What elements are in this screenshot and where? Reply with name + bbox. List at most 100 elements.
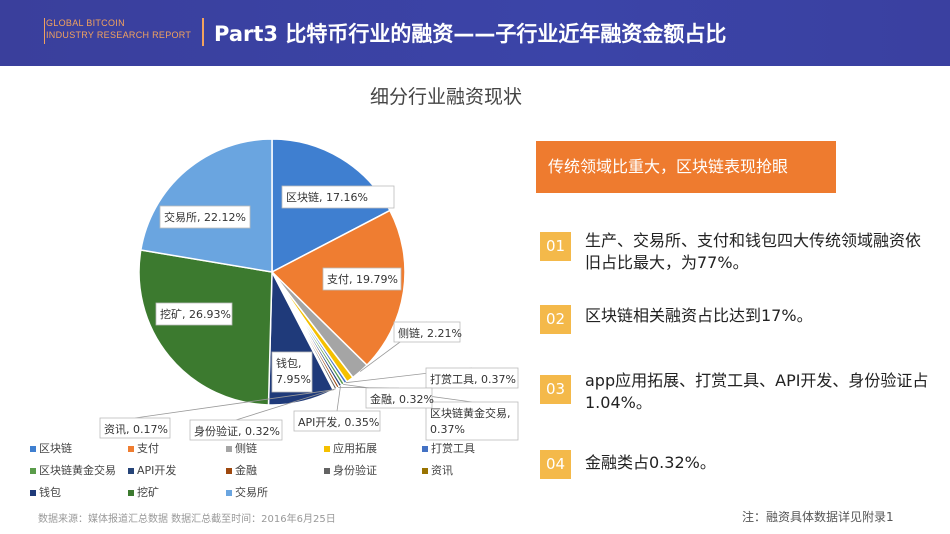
pie-leader-8 xyxy=(235,388,336,421)
legend-item-8: 身份验证 xyxy=(324,462,377,478)
pie-label-text-1: 支付, 19.79% xyxy=(327,273,398,286)
legend-swatch-0 xyxy=(30,446,36,452)
legend-swatch-1 xyxy=(128,446,134,452)
pie-label-box-9 xyxy=(99,417,171,439)
legend-swatch-10 xyxy=(30,490,36,496)
pie-label-7: 金融, 0.32% xyxy=(338,387,434,409)
legend-item-3: 应用拓展 xyxy=(324,440,377,456)
pie-label-text-5: 0.37% xyxy=(430,423,465,436)
legend-item-4: 打赏工具 xyxy=(422,440,475,456)
pie-label-text-11: 挖矿, 26.93% xyxy=(160,307,231,321)
pie-label-11: 挖矿, 26.93% xyxy=(155,302,233,326)
pie-label-text-9: 资讯, 0.17% xyxy=(104,423,168,436)
pie-label-box-10 xyxy=(271,351,313,393)
legend-swatch-9 xyxy=(422,468,428,474)
pie-label-box-8 xyxy=(189,419,283,441)
pie-label-box-6 xyxy=(293,410,381,432)
pie-label-box-7 xyxy=(365,387,433,409)
legend-swatch-11 xyxy=(128,490,134,496)
legend-item-5: 区块链黄金交易 xyxy=(30,462,116,478)
legend-swatch-6 xyxy=(128,468,134,474)
pie-label-box-2 xyxy=(393,321,461,343)
data-source: 数据来源：媒体报道汇总数据 数据汇总截至时间：2016年6月25日 xyxy=(38,514,336,525)
point-4-text: 金融类占0.32%。 xyxy=(585,453,716,472)
highlight-banner: 传统领域比重大，区块链表现抢眼 xyxy=(536,141,836,193)
pie-label-text-10: 钱包, xyxy=(276,356,302,370)
pie-label-5: 区块链黄金交易, 0.37% xyxy=(343,384,519,441)
legend-swatch-7 xyxy=(226,468,232,474)
pie-label-box-11 xyxy=(155,302,233,326)
brand-line-1: GLOBAL BITCOIN xyxy=(46,18,125,28)
pie-label-0: 区块链, 17.16% xyxy=(281,185,395,209)
pie-label-8: 身份验证, 0.32% xyxy=(189,388,336,441)
legend-swatch-4 xyxy=(422,446,428,452)
pie-label-box-0 xyxy=(281,185,395,209)
pie-label-text-6: API开发, 0.35% xyxy=(298,415,379,429)
legend-swatch-12 xyxy=(226,490,232,496)
legend-label-4: 打赏工具 xyxy=(431,442,475,455)
brand-text: GLOBAL BITCOIN INDUSTRY RESEARCH REPORT xyxy=(46,17,206,41)
point-1-number: 01 xyxy=(540,232,571,261)
pie-label-4: 打赏工具, 0.37% xyxy=(345,367,519,389)
chart-title: 细分行业融资现状 xyxy=(370,86,523,108)
page-title: Part3 比特币行业的融资——子行业近年融资金额占比 xyxy=(214,22,727,46)
pie-slice-12 xyxy=(139,138,273,273)
pie-label-10: 钱包, 7.95% xyxy=(271,351,313,393)
legend-item-2: 侧链 xyxy=(226,440,257,456)
legend-label-7: 金融 xyxy=(235,464,257,477)
legend-label-8: 身份验证 xyxy=(333,464,377,477)
pie-label-text-12: 交易所, 22.12% xyxy=(164,210,246,224)
pie-label-text-4: 打赏工具, 0.37% xyxy=(430,372,516,386)
point-1-text: 生产、交易所、支付和钱包四大传统领域融资依旧占比最大，为77%。 xyxy=(585,231,922,272)
pie-label-box-4 xyxy=(425,367,519,389)
pie-label-text-10: 7.95% xyxy=(276,373,311,386)
pie-label-box-1 xyxy=(322,267,402,291)
footnote: 注：融资具体数据详见附录1 xyxy=(742,510,894,524)
legend-swatch-8 xyxy=(324,468,330,474)
brand-divider xyxy=(202,18,204,46)
pie-label-2: 侧链, 2.21% xyxy=(359,321,462,372)
legend-item-1: 支付 xyxy=(128,440,159,456)
legend-item-7: 金融 xyxy=(226,462,257,478)
legend-label-12: 交易所 xyxy=(235,486,268,499)
legend-swatch-2 xyxy=(226,446,232,452)
pie-leader-6 xyxy=(336,385,341,412)
legend-swatch-5 xyxy=(30,468,36,474)
legend-label-0: 区块链 xyxy=(39,442,72,455)
pie-label-text-2: 侧链, 2.21% xyxy=(398,326,462,340)
legend-label-10: 钱包 xyxy=(39,486,61,499)
legend-label-9: 资讯 xyxy=(431,464,453,477)
legend-item-12: 交易所 xyxy=(226,484,268,500)
legend-item-9: 资讯 xyxy=(422,462,453,478)
legend-label-11: 挖矿 xyxy=(137,486,159,499)
legend-swatch-3 xyxy=(324,446,330,452)
pie-label-text-5: 区块链黄金交易, xyxy=(430,406,511,420)
legend-label-1: 支付 xyxy=(137,442,159,455)
legend-label-3: 应用拓展 xyxy=(333,442,377,455)
pie-label-box-12 xyxy=(159,205,251,229)
pie-leader-9 xyxy=(134,389,334,419)
legend-label-6: API开发 xyxy=(137,464,177,477)
pie-label-6: API开发, 0.35% xyxy=(293,385,381,432)
pie-label-text-7: 金融, 0.32% xyxy=(370,392,434,406)
pie-label-9: 资讯, 0.17% xyxy=(99,389,334,439)
pie-slice-11 xyxy=(138,249,273,406)
legend-item-6: API开发 xyxy=(128,462,176,478)
brand-line-2: INDUSTRY RESEARCH REPORT xyxy=(46,30,192,40)
legend-label-2: 侧链 xyxy=(235,442,257,455)
header-bar: GLOBAL BITCOIN INDUSTRY RESEARCH REPORT … xyxy=(0,0,950,66)
point-2-text: 区块链相关融资占比达到17%。 xyxy=(585,306,813,325)
legend-label-5: 区块链黄金交易 xyxy=(39,464,116,477)
point-2-number: 02 xyxy=(540,305,571,334)
pie-label-box-5 xyxy=(425,401,519,441)
legend-item-11: 挖矿 xyxy=(128,484,159,500)
legend-item-10: 钱包 xyxy=(30,484,61,500)
point-3-number: 03 xyxy=(540,375,571,404)
legend-item-0: 区块链 xyxy=(30,440,72,456)
pie-label-text-0: 区块链, 17.16% xyxy=(286,190,368,204)
pie-label-12: 交易所, 22.12% xyxy=(159,205,251,229)
pie-label-1: 支付, 19.79% xyxy=(322,267,402,291)
brand-divider-left xyxy=(44,18,45,44)
point-4-number: 04 xyxy=(540,450,571,479)
point-3-text: app应用拓展、打赏工具、API开发、身份验证占1.04%。 xyxy=(585,371,929,412)
